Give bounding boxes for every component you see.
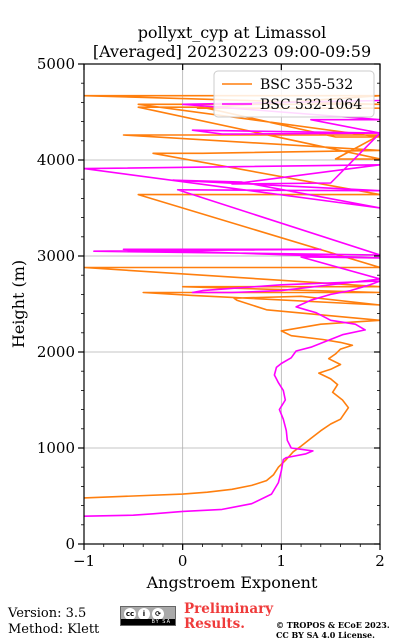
cc-icon: cc [124,608,136,620]
version-info: Version: 3.5 Method: Klett [8,606,99,638]
series-line-bsc-355-532 [84,94,380,499]
copyright-line-2: CC BY SA 4.0 License. [276,630,375,640]
y-axis-label: Height (m) [9,260,28,348]
copyright-line-1: © TROPOS & ECoE 2023. [276,620,390,630]
sa-icon: ⟳ [152,608,164,620]
x-tick-label: −1 [73,552,95,570]
y-tick-label: 1000 [37,439,75,457]
y-tick-label: 5000 [37,55,75,73]
series-line-bsc-532-1064 [84,99,380,517]
y-tick-label: 4000 [37,151,75,169]
preliminary-notice: Preliminary Results. [184,602,273,632]
copyright-notice: © TROPOS & ECoE 2023. CC BY SA 4.0 Licen… [276,620,390,640]
version-text: Version: 3.5 [8,606,87,621]
x-tick-label: 1 [277,552,287,570]
legend: BSC 355-532 BSC 532-1064 [213,70,375,118]
legend-label-bsc-355-532: BSC 355-532 [260,77,353,93]
series-group [84,94,380,517]
cc-license-badge: cc i ⟳ BY SA [120,606,176,626]
x-tick-label: 0 [178,552,188,570]
chart: pollyxt_cyp at Limassol [Averaged] 20230… [9,23,385,592]
legend-label-bsc-532-1064: BSC 532-1064 [260,97,362,113]
plot-frame [83,63,381,545]
x-tick-label: 2 [375,552,385,570]
legend-box [213,70,375,118]
preliminary-line-1: Preliminary [184,601,274,617]
chart-title: pollyxt_cyp at Limassol [138,23,327,42]
y-tick-label: 2000 [37,343,75,361]
method-text: Method: Klett [8,622,100,637]
by-icon: i [138,608,150,620]
y-tick-label: 3000 [37,247,75,265]
y-tick-label: 0 [65,535,75,553]
preliminary-line-2: Results. [184,616,245,632]
cc-badge-caption: BY SA [121,619,175,625]
chart-subtitle: [Averaged] 20230223 09:00-09:59 [93,42,371,61]
x-axis-label: Angstroem Exponent [146,573,318,592]
